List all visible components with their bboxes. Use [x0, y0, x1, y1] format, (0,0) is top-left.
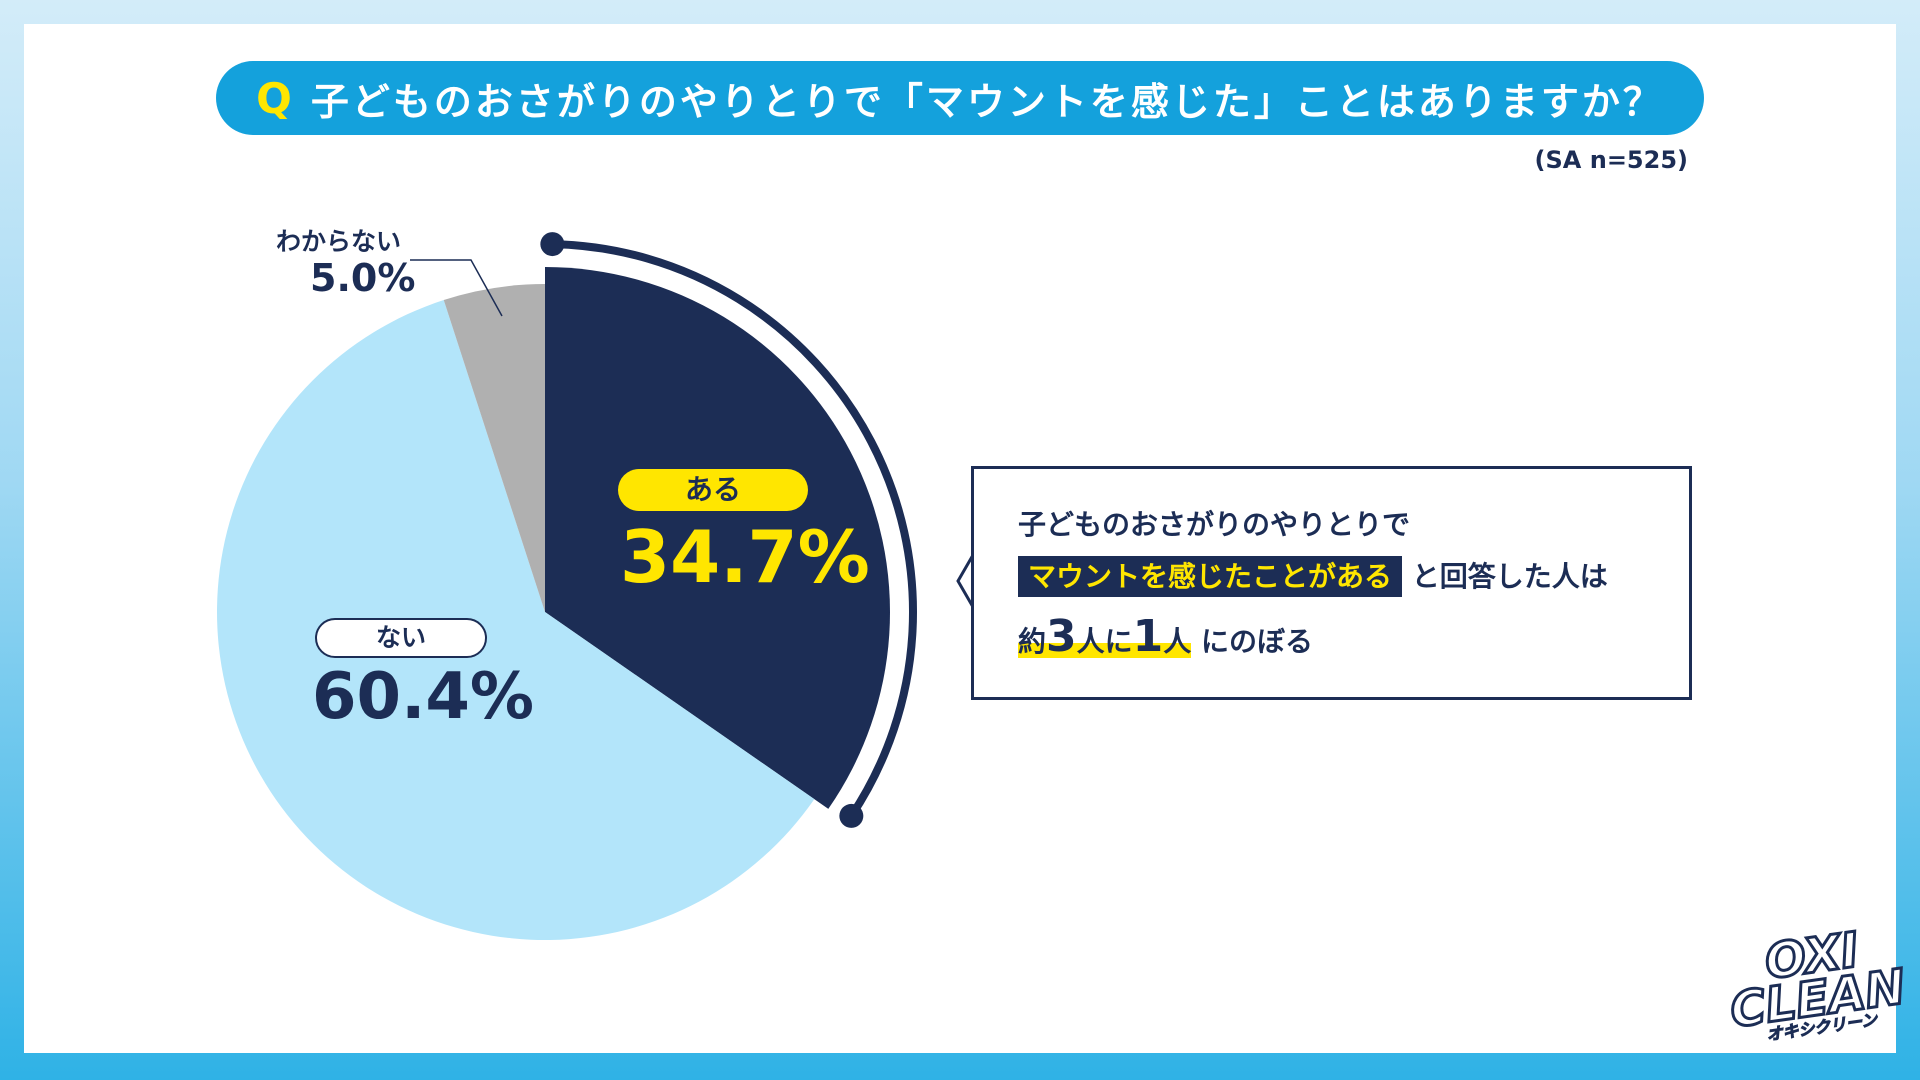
callout-line1: 子どものおさがりのやりとりで	[1018, 508, 1411, 541]
callout-box: 子どものおさがりのやりとりで マウントを感じたことがある と回答した人は 約3人…	[971, 466, 1692, 700]
callout-line2: マウントを感じたことがある と回答した人は	[1018, 555, 1608, 597]
callout-line3: 約3人に1人 にのぼる	[1018, 611, 1314, 662]
value-aru: 34.7%	[620, 515, 870, 599]
callout-pointer	[956, 554, 975, 608]
pie-slice-0	[545, 267, 890, 809]
arc-end-dot-0	[540, 232, 565, 257]
question-text: 子どものおさがりのやりとりで「マウントを感じた」ことはありますか？	[310, 79, 1664, 124]
label-wakaranai: わからない	[276, 227, 402, 256]
callout-highlight: マウントを感じたことがある	[1018, 556, 1403, 597]
q-mark: Q	[256, 73, 295, 123]
arc-end-dot-1	[839, 803, 864, 828]
question-title-banner: Q 子どものおさがりのやりとりで「マウントを感じた」ことはありますか？	[216, 61, 1704, 135]
label-nai-pill: ない	[315, 618, 487, 658]
value-wakaranai: 5.0%	[310, 256, 416, 300]
sample-note: (SA n=525)	[1534, 146, 1688, 174]
pie-slice-2	[443, 284, 545, 612]
highlight-arc	[552, 240, 917, 819]
leader-line	[410, 259, 503, 317]
label-aru-pill: ある	[618, 469, 808, 511]
pie-slice-1	[216, 300, 815, 941]
value-nai: 60.4%	[312, 660, 535, 734]
